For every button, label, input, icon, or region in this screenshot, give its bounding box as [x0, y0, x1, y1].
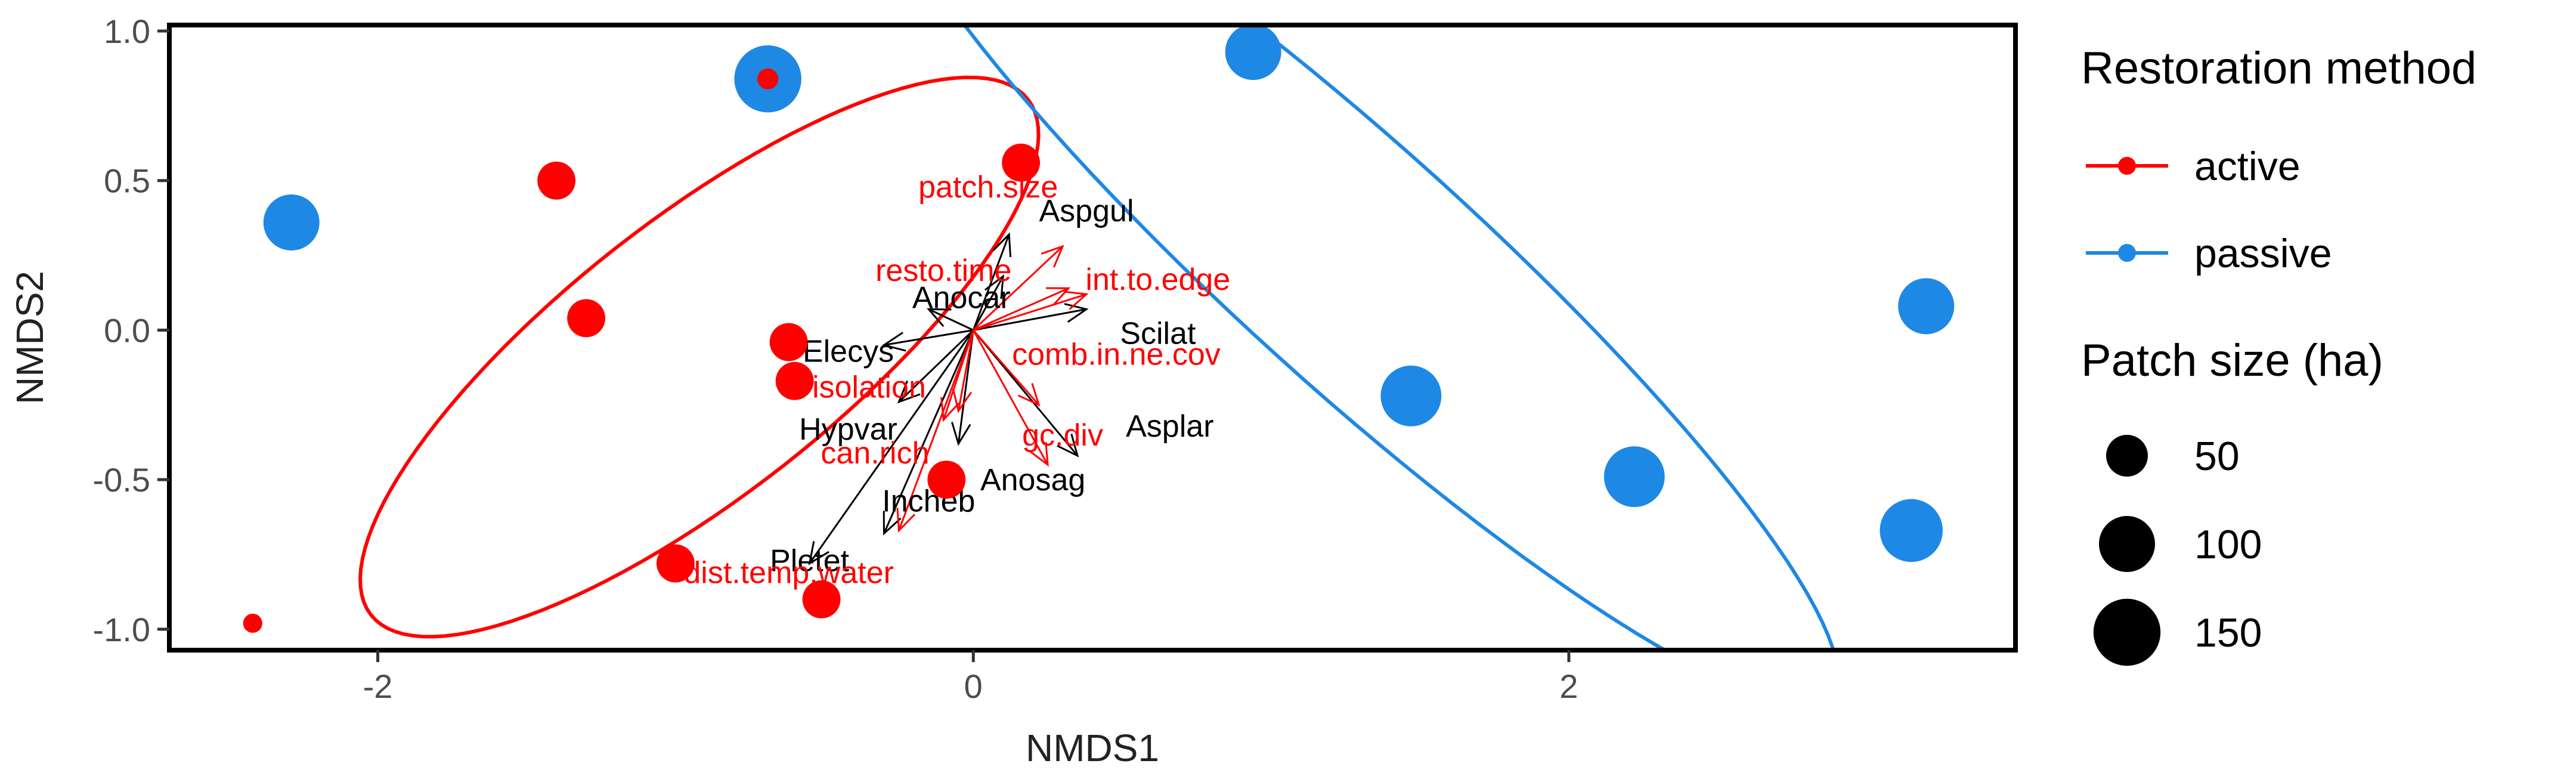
species-arrow	[927, 308, 974, 331]
species-label: Anosag	[980, 463, 1085, 497]
point-active	[1002, 143, 1041, 182]
point-passive	[1225, 25, 1281, 81]
env-arrow	[896, 329, 974, 533]
species-label: Hypvar	[799, 412, 897, 447]
point-active	[927, 460, 966, 499]
species-arrow	[972, 232, 1012, 330]
env-arrow	[973, 245, 1064, 331]
x-axis-label: NMDS1	[1026, 727, 1159, 769]
point-active	[757, 68, 779, 89]
y-tick-label: 0.0	[104, 311, 150, 349]
env-label: comb.in.ne.cov	[1012, 338, 1221, 372]
species-arrow	[881, 329, 974, 352]
legend-size-title: Patch size (ha)	[2081, 335, 2383, 386]
ellipse-active	[358, 75, 1041, 639]
species-arrow	[972, 274, 1004, 331]
legend-active-dot	[2118, 157, 2136, 175]
legend: Restoration method Patch size (ha) activ…	[2081, 43, 2476, 666]
plot-panel-border	[167, 23, 2018, 653]
env-label: gc.div	[1022, 418, 1103, 453]
env-arrow	[952, 330, 974, 413]
x-tick-label: 2	[1559, 667, 1578, 705]
point-passive	[1898, 278, 1955, 335]
ellipse-passive	[962, 25, 1835, 650]
species-label: Scilat	[1120, 316, 1196, 351]
legend-passive-label: passive	[2194, 231, 2332, 276]
data-points	[243, 25, 1955, 633]
env-arrow	[973, 287, 1071, 331]
legend-size-150-dot	[2093, 598, 2161, 666]
species-arrow	[897, 329, 974, 404]
env-label: isolation	[812, 370, 926, 405]
vector-arrows	[808, 232, 1089, 565]
species-label: Elecys	[803, 335, 894, 369]
y-tick-label: -0.5	[93, 461, 151, 499]
axes: -2 0 2 -1.0 -0.5 0.0 0.5 1.0	[93, 13, 1578, 705]
point-active	[537, 161, 576, 200]
confidence-ellipses	[358, 25, 1835, 650]
y-axis-label: NMDS2	[8, 271, 51, 404]
x-tick-label: -2	[363, 667, 393, 705]
env-label: patch.size	[918, 170, 1058, 205]
species-arrow	[950, 330, 974, 446]
env-arrow	[973, 290, 1089, 331]
env-label: can.rich	[821, 436, 929, 471]
point-passive	[263, 194, 320, 251]
point-active	[775, 361, 814, 400]
point-active	[567, 299, 606, 338]
point-active	[656, 544, 695, 583]
legend-passive-dot	[2118, 244, 2136, 262]
point-active	[243, 613, 262, 633]
legend-size-50-dot	[2106, 435, 2148, 477]
legend-size-150-label: 150	[2194, 610, 2262, 656]
point-active	[802, 580, 841, 619]
legend-size-100-dot	[2099, 516, 2155, 572]
species-arrow	[808, 329, 974, 565]
legend-color-title: Restoration method	[2081, 43, 2476, 94]
point-passive	[1380, 365, 1442, 426]
point-passive	[1603, 446, 1665, 508]
legend-active-label: active	[2194, 144, 2301, 189]
species-arrow	[973, 302, 1089, 331]
species-label: Asplar	[1126, 409, 1213, 444]
species-arrow	[883, 329, 974, 536]
species-label: Anocar	[912, 280, 1011, 315]
y-tick-label: 1.0	[104, 13, 150, 50]
env-label: int.to.edge	[1085, 262, 1230, 297]
y-tick-label: 0.5	[104, 162, 150, 200]
species-label: Aspgul	[1039, 194, 1134, 228]
x-tick-label: 0	[964, 667, 983, 705]
point-active	[769, 323, 808, 361]
env-label: dist.temp.water	[683, 556, 894, 591]
env-arrow	[973, 329, 1041, 407]
point-passive	[1880, 499, 1943, 562]
env-arrow	[972, 329, 1049, 467]
legend-size-50-label: 50	[2194, 434, 2240, 479]
vector-labels: Aspgul Anocar Scilat Elecys Hypvar Asplar Anos…	[683, 170, 1230, 591]
legend-size-100-label: 100	[2194, 522, 2262, 567]
species-label: Pletet	[770, 544, 850, 579]
env-label: resto.time	[875, 254, 1011, 288]
y-tick-label: -1.0	[93, 611, 151, 648]
